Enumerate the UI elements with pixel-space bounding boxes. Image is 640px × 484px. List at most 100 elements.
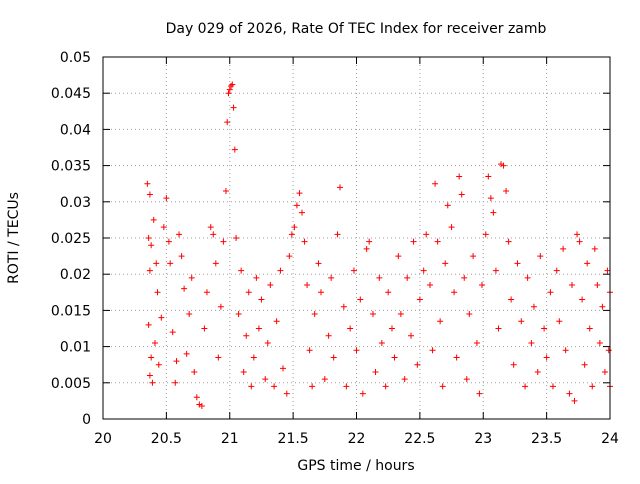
data-point [198,402,205,409]
data-point [416,296,423,303]
data-point [429,347,436,354]
data-point [283,390,290,397]
data-point [560,245,567,252]
data-point [220,238,227,245]
data-point [178,253,185,260]
data-point [343,383,350,390]
data-point [196,401,203,408]
y-tick-label: 0.035 [51,159,91,175]
data-point [340,303,347,310]
data-point [522,383,529,390]
data-point [508,296,515,303]
data-point [562,347,569,354]
x-tick-label: 23.5 [531,431,562,447]
x-tick-label: 21 [221,431,239,447]
data-point [277,267,284,274]
data-point [222,187,229,194]
data-point [144,180,151,187]
data-point [581,361,588,368]
y-axis-label: ROTI / TECUs [6,192,22,284]
data-point [432,180,439,187]
data-point [230,104,237,111]
data-point [318,289,325,296]
data-point [514,260,521,267]
data-point [183,350,190,357]
data-point [145,321,152,328]
data-point [353,347,360,354]
data-point [579,296,586,303]
data-point [500,162,507,169]
data-point [325,332,332,339]
data-point [482,231,489,238]
data-point [145,235,152,241]
data-point [315,260,322,267]
data-point [492,267,499,274]
data-point [410,238,417,245]
y-tick-label: 0.025 [51,231,91,247]
data-point [330,354,337,361]
data-point [158,314,165,321]
data-point [150,216,157,223]
y-tick-label: 0.04 [60,122,91,138]
data-point [163,195,170,202]
data-point [273,318,280,325]
data-point [553,267,560,274]
data-point [304,282,311,289]
data-point [456,173,463,180]
data-point [369,311,376,318]
data-point [601,368,608,375]
data-point [584,260,591,267]
data-point [596,339,603,346]
data-point [537,253,544,260]
y-tick-label: 0.015 [51,303,91,319]
y-tick-label: 0.045 [51,86,91,102]
data-point [151,339,158,346]
data-point [296,190,303,197]
x-tick-label: 22.5 [404,431,435,447]
data-point [599,303,606,310]
data-point [395,253,402,260]
data-point [388,325,395,332]
data-point [408,332,415,339]
data-point [541,325,548,332]
data-point [148,242,155,249]
data-point [224,119,231,126]
data-point [473,339,480,346]
data-point [505,238,512,245]
data-point [589,383,596,390]
data-point [250,354,257,361]
data-point [574,231,581,238]
data-point [203,289,210,296]
data-point [485,173,492,180]
data-point [306,347,313,354]
data-point [154,289,161,296]
data-point [233,235,240,241]
y-tick-label: 0.005 [51,376,91,392]
data-point [458,191,465,198]
data-point [420,267,427,274]
data-point [566,390,573,397]
data-point [437,318,444,325]
data-point [378,339,385,346]
data-point [172,379,179,386]
data-point [271,383,278,390]
data-point [350,267,357,274]
data-point [363,245,370,252]
data-point [201,325,208,332]
data-points [144,81,613,409]
data-point [594,282,601,289]
data-point [495,325,502,332]
data-point [169,329,176,336]
data-point [146,191,153,198]
data-point [153,260,160,267]
data-point [347,325,354,332]
data-point [404,274,411,281]
data-point [470,253,477,260]
data-point [212,260,219,267]
x-axis-label: GPS time / hours [297,458,414,474]
data-point [235,311,242,318]
data-point [298,209,305,216]
x-tick-label: 24 [601,431,619,447]
data-point [466,311,473,318]
